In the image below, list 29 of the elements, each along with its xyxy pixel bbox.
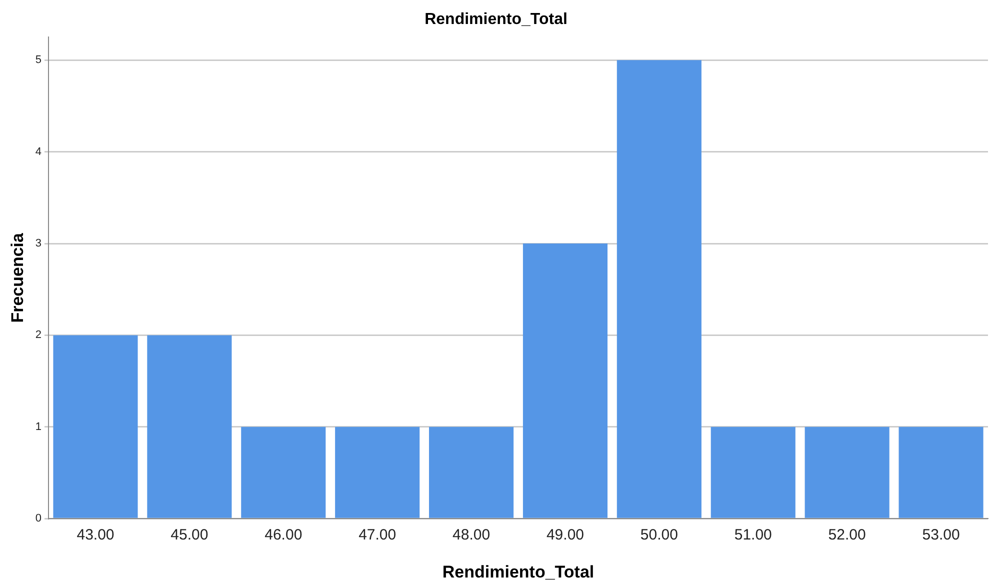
y-tick-label: 1 [35, 420, 42, 433]
y-axis-title: Frecuencia [8, 232, 27, 323]
bar [429, 426, 514, 518]
x-axis-title: Rendimiento_Total [442, 562, 594, 582]
y-tick-label: 3 [35, 238, 42, 250]
x-tick-label: 50.00 [640, 526, 678, 544]
x-tick-label: 52.00 [828, 526, 866, 544]
bar [522, 244, 608, 518]
x-tick-label: 43.00 [76, 526, 114, 544]
x-tick-label: 47.00 [358, 526, 396, 544]
bar [710, 426, 796, 518]
y-tick-label: 4 [35, 146, 42, 158]
bar [53, 335, 138, 518]
x-tick-label: 49.00 [546, 526, 584, 544]
bar [241, 426, 326, 518]
x-tick-label: 51.00 [734, 526, 772, 544]
y-tick-label: 2 [35, 329, 42, 342]
x-tick-label: 46.00 [264, 526, 302, 544]
bar [147, 335, 232, 518]
y-tick-label: 0 [35, 512, 42, 525]
bar [804, 426, 890, 518]
bar [335, 426, 420, 518]
chart-title: Rendimiento_Total [424, 11, 568, 28]
y-tick-label: 5 [35, 54, 42, 66]
bar [898, 426, 984, 518]
bar [616, 60, 702, 518]
x-tick-label: 53.00 [922, 526, 960, 544]
x-tick-label: 48.00 [452, 526, 490, 544]
x-tick-label: 45.00 [170, 526, 208, 544]
